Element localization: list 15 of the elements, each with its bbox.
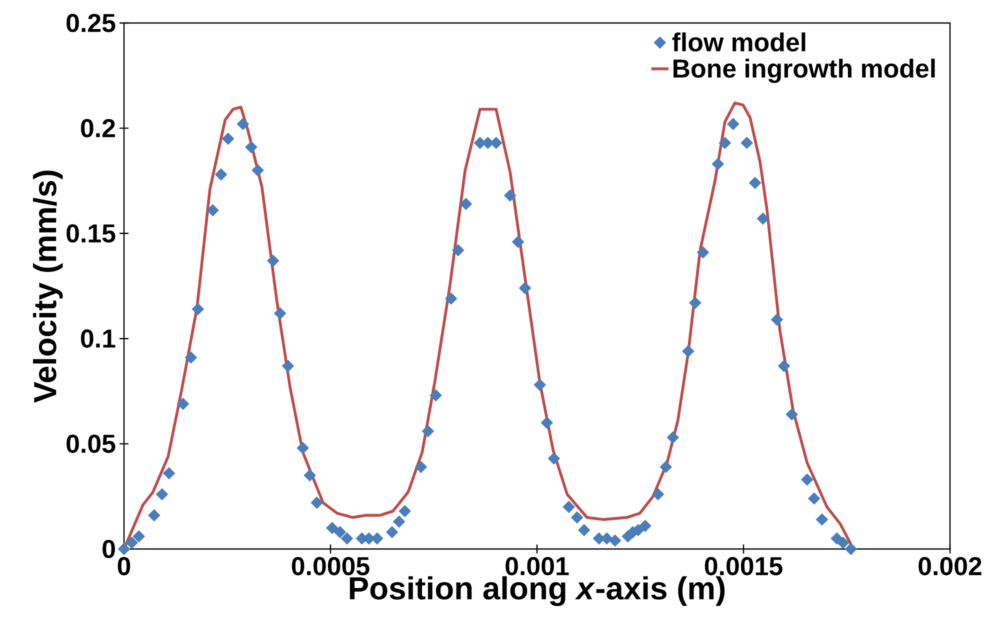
y-tick-label: 0.15 [66,224,116,243]
legend-label: flow model [672,32,806,52]
y-tick-label: 0.2 [81,119,115,138]
y-tick-label: 0.1 [81,329,116,348]
y-tick-label: 0.25 [66,14,116,32]
x-tick-label: 0.002 [918,557,982,576]
x-axis-title: Position along x-axis (m) [350,576,725,606]
x-tick-label: 0.0005 [292,557,370,576]
y-tick-label: 0 [102,540,115,558]
y-axis-title: Velocity (mm/s) [33,170,63,403]
y-tick-label: 0.05 [66,434,116,453]
x-tick-label: 0.001 [506,557,569,576]
x-tick-label: 0.0015 [704,557,782,576]
x-tick-label: 0 [118,557,130,576]
legend-label: Bone ingrowth model [674,58,935,83]
